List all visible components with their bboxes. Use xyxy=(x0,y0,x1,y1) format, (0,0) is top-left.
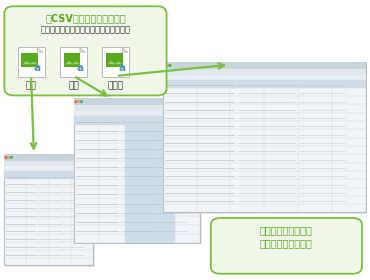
Circle shape xyxy=(80,101,83,102)
Text: 内装: 内装 xyxy=(68,81,79,90)
Text: パーツ: パーツ xyxy=(108,81,124,90)
Bar xyxy=(74,105,200,111)
Text: a: a xyxy=(76,63,83,73)
Bar xyxy=(74,116,200,125)
Bar xyxy=(74,98,200,105)
Polygon shape xyxy=(108,61,122,64)
Bar xyxy=(4,167,93,171)
Text: a: a xyxy=(34,63,41,73)
Bar xyxy=(106,53,123,67)
Polygon shape xyxy=(38,48,43,52)
Polygon shape xyxy=(80,48,85,52)
FancyBboxPatch shape xyxy=(211,218,362,274)
Bar xyxy=(74,98,200,243)
Bar xyxy=(163,62,366,69)
Circle shape xyxy=(10,157,13,158)
Bar xyxy=(149,116,175,243)
Bar xyxy=(163,62,366,213)
Bar xyxy=(6,155,95,267)
Circle shape xyxy=(164,65,166,66)
Bar xyxy=(163,69,366,74)
Bar xyxy=(76,100,202,244)
Circle shape xyxy=(169,65,171,66)
Bar xyxy=(4,154,93,265)
FancyBboxPatch shape xyxy=(60,47,87,77)
Bar xyxy=(4,171,93,179)
Text: 外装・内装・パーツ: 外装・内装・パーツ xyxy=(260,225,313,235)
FancyBboxPatch shape xyxy=(4,6,166,95)
Text: a: a xyxy=(118,63,126,73)
Bar xyxy=(74,111,200,116)
FancyBboxPatch shape xyxy=(18,47,44,77)
Text: 「面積・パーツ集計機能」でデータ出力: 「面積・パーツ集計機能」でデータ出力 xyxy=(40,26,131,35)
Text: 外装: 外装 xyxy=(26,81,37,90)
FancyBboxPatch shape xyxy=(102,47,130,77)
Bar xyxy=(163,80,366,88)
Text: 各CSVファイルを読み込み: 各CSVファイルを読み込み xyxy=(45,13,126,23)
Bar xyxy=(163,74,366,80)
Bar xyxy=(165,63,367,214)
Polygon shape xyxy=(23,61,38,64)
Bar xyxy=(4,161,93,167)
Circle shape xyxy=(78,101,80,102)
Bar xyxy=(64,53,80,67)
Circle shape xyxy=(5,157,7,158)
Circle shape xyxy=(75,101,77,102)
Bar xyxy=(21,53,38,67)
Circle shape xyxy=(8,157,10,158)
Bar xyxy=(125,116,149,243)
Bar xyxy=(4,154,93,161)
Text: データの読み込み例: データの読み込み例 xyxy=(260,238,313,248)
Circle shape xyxy=(166,65,168,66)
Polygon shape xyxy=(65,61,80,64)
Polygon shape xyxy=(122,48,128,52)
